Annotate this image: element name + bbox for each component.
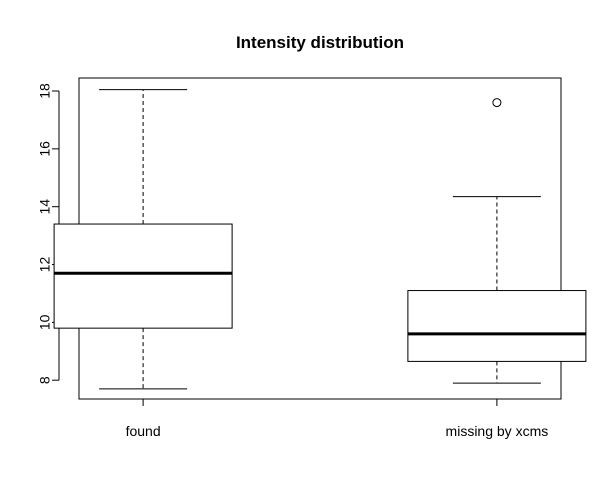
iqr-box: [53, 223, 233, 329]
x-axis-labels: found missing by xcms: [126, 399, 549, 439]
box-1: [407, 98, 587, 384]
y-tick-label: 10: [37, 314, 53, 330]
y-tick-label: 8: [37, 376, 53, 384]
chart-title: Intensity distribution: [236, 33, 404, 52]
outlier-point: [492, 98, 502, 108]
y-axis: 8 10 12 14 16 18: [37, 83, 60, 384]
y-tick-label: 14: [37, 199, 53, 215]
y-tick-label: 12: [37, 257, 53, 273]
y-tick-label: 16: [37, 141, 53, 157]
boxes: [53, 89, 587, 390]
box-0: [53, 89, 233, 390]
y-tick-label: 18: [37, 83, 53, 99]
iqr-box: [407, 290, 587, 362]
x-category-label: missing by xcms: [446, 423, 549, 439]
x-category-label: found: [126, 423, 161, 439]
